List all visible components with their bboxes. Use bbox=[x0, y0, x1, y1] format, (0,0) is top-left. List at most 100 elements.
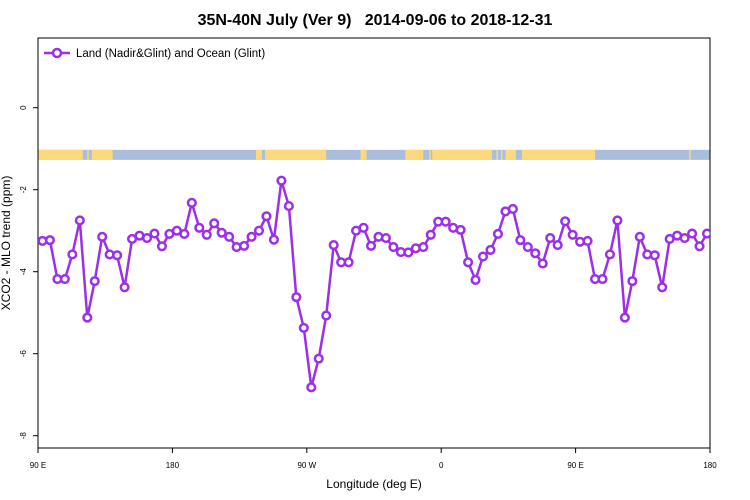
data-point bbox=[186, 197, 197, 208]
data-point bbox=[425, 229, 436, 240]
data-point bbox=[321, 310, 332, 321]
y-axis-label: XCO2 - MLO trend (ppm) bbox=[0, 176, 13, 311]
land-segment bbox=[521, 149, 596, 160]
data-point bbox=[380, 233, 391, 244]
data-point bbox=[582, 235, 593, 246]
data-point bbox=[141, 233, 153, 244]
y-tick-label: -6 bbox=[19, 350, 28, 358]
data-point bbox=[298, 322, 309, 333]
data-point bbox=[455, 224, 466, 235]
data-point bbox=[507, 203, 518, 215]
data-point bbox=[530, 248, 541, 259]
land-segment bbox=[405, 149, 424, 160]
land-segment bbox=[38, 149, 83, 160]
x-tick-label: 90 E bbox=[567, 461, 583, 470]
data-point bbox=[239, 240, 250, 251]
x-tick-label: 180 bbox=[166, 461, 180, 470]
data-point bbox=[649, 250, 660, 261]
data-point bbox=[59, 274, 70, 285]
data-point bbox=[619, 312, 630, 323]
data-point bbox=[67, 249, 78, 260]
data-point bbox=[604, 249, 615, 260]
data-point bbox=[201, 229, 212, 240]
data-point bbox=[627, 276, 638, 287]
data-point bbox=[567, 229, 578, 240]
series-line-group bbox=[38, 175, 710, 393]
data-point bbox=[537, 258, 548, 269]
data-point bbox=[560, 216, 571, 227]
x-axis-label: Longitude (deg E) bbox=[326, 477, 421, 491]
land-segment bbox=[87, 149, 89, 160]
data-point bbox=[313, 353, 324, 364]
data-point bbox=[701, 228, 710, 239]
chart-title: 35N-40N July (Ver 9) 2014-09-06 to 2018-… bbox=[198, 12, 553, 29]
y-axis: 0 -2 -4 -6 -8 bbox=[19, 105, 38, 439]
land-segment bbox=[500, 149, 503, 160]
data-point bbox=[403, 247, 414, 258]
data-point bbox=[194, 222, 205, 233]
data-point bbox=[156, 241, 167, 252]
data-point bbox=[545, 233, 556, 244]
data-point bbox=[440, 216, 451, 227]
data-point bbox=[552, 240, 563, 251]
data-point bbox=[224, 231, 235, 242]
data-point bbox=[492, 228, 503, 240]
data-point bbox=[82, 312, 93, 323]
land-segment bbox=[256, 149, 262, 160]
land-segment bbox=[264, 149, 327, 160]
data-point bbox=[44, 235, 55, 246]
x-tick-label: 90 W bbox=[297, 461, 316, 470]
data-point bbox=[463, 257, 474, 268]
legend-marker-swatch bbox=[51, 47, 63, 59]
land-segment bbox=[360, 149, 367, 160]
data-point bbox=[687, 228, 698, 239]
data-point bbox=[149, 228, 160, 239]
x-tick-label: 90 E bbox=[30, 461, 46, 470]
data-point bbox=[268, 234, 279, 245]
data-point bbox=[657, 282, 668, 293]
data-point bbox=[253, 225, 265, 236]
data-point bbox=[485, 244, 496, 256]
land-segment bbox=[432, 149, 492, 160]
data-point bbox=[522, 242, 533, 253]
data-point bbox=[291, 292, 302, 303]
data-point bbox=[343, 257, 354, 268]
data-point bbox=[358, 222, 369, 233]
y-tick-label: -4 bbox=[19, 268, 28, 276]
data-point bbox=[679, 233, 690, 244]
data-point bbox=[477, 251, 489, 262]
data-point bbox=[112, 250, 123, 261]
data-point bbox=[97, 231, 108, 242]
data-point bbox=[694, 241, 705, 252]
data-point bbox=[276, 175, 287, 186]
land-segment bbox=[91, 149, 113, 160]
data-point bbox=[328, 240, 339, 251]
data-point bbox=[515, 235, 526, 246]
x-tick-label: 180 bbox=[703, 461, 717, 470]
data-point bbox=[246, 231, 257, 242]
legend: Land (Nadir&Glint) and Ocean (Glint) bbox=[44, 47, 265, 60]
data-point bbox=[261, 211, 272, 222]
y-tick-label: 0 bbox=[19, 105, 28, 110]
data-point bbox=[470, 274, 481, 285]
data-point bbox=[388, 242, 399, 253]
data-point bbox=[209, 218, 220, 229]
data-point bbox=[612, 215, 623, 226]
y-tick-label: -8 bbox=[19, 432, 28, 440]
land-segment bbox=[505, 149, 516, 160]
data-point bbox=[418, 242, 429, 253]
data-point bbox=[216, 227, 227, 238]
land-segment bbox=[689, 149, 691, 160]
data-point bbox=[306, 382, 317, 393]
y-tick-label: -2 bbox=[19, 186, 28, 194]
data-point bbox=[89, 276, 100, 287]
data-point bbox=[597, 274, 608, 285]
series-line bbox=[42, 179, 709, 389]
land-ocean-bar bbox=[38, 149, 710, 160]
x-tick-label: 0 bbox=[439, 461, 444, 470]
data-point bbox=[74, 215, 85, 226]
land-segment bbox=[429, 149, 431, 160]
data-point bbox=[365, 240, 377, 251]
data-point bbox=[179, 228, 190, 240]
